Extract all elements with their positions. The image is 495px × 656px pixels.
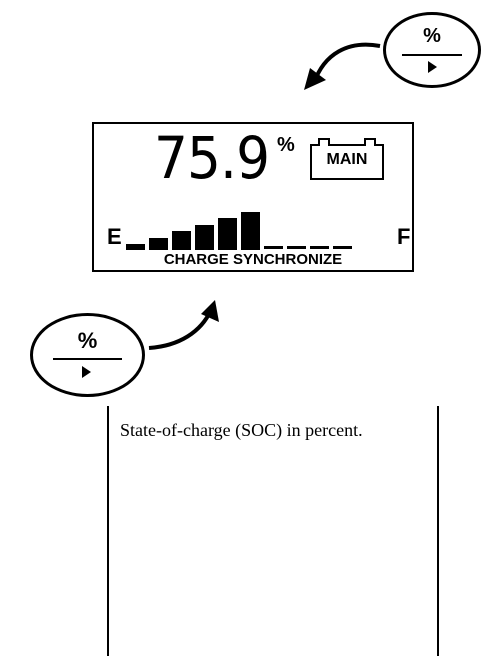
bar-segment-filled (149, 237, 168, 250)
bar-segment-filled (241, 212, 260, 250)
caption-text: State-of-charge (SOC) in percent. (120, 420, 363, 440)
bar-segment-empty (287, 246, 306, 249)
bar-segment-filled (195, 224, 214, 250)
caption-box: State-of-charge (SOC) in percent. (107, 406, 439, 656)
percent-symbol: % (423, 25, 441, 47)
arrow-bottom-icon (148, 300, 219, 350)
divider-line (53, 358, 122, 360)
empty-label: E (107, 224, 122, 249)
bar-segment-empty (310, 246, 329, 249)
full-label: F (397, 224, 411, 249)
arrow-top-icon (304, 42, 381, 90)
percent-symbol: % (77, 328, 98, 353)
soc-value: 75.9 (154, 124, 270, 192)
bar-segment-empty (264, 246, 283, 249)
percent-button-top[interactable]: % (383, 12, 481, 88)
bar-segment-filled (172, 231, 191, 250)
play-triangle-icon (82, 366, 91, 378)
battery-label: MAIN (326, 151, 368, 168)
bar-segment-empty (333, 246, 352, 249)
divider-line (402, 54, 462, 56)
play-triangle-icon (428, 61, 437, 73)
lcd-display: 75.9 % MAIN E F CHARGE SYNCHRONIZE (92, 122, 414, 272)
charge-synchronize-label: CHARGE SYNCHRONIZE (163, 251, 343, 268)
battery-icon: MAIN (310, 138, 384, 180)
bar-segment-filled (126, 244, 145, 250)
percent-button-bottom[interactable]: % (30, 313, 145, 397)
bar-segment-filled (218, 218, 237, 250)
percent-unit: % (277, 134, 295, 156)
